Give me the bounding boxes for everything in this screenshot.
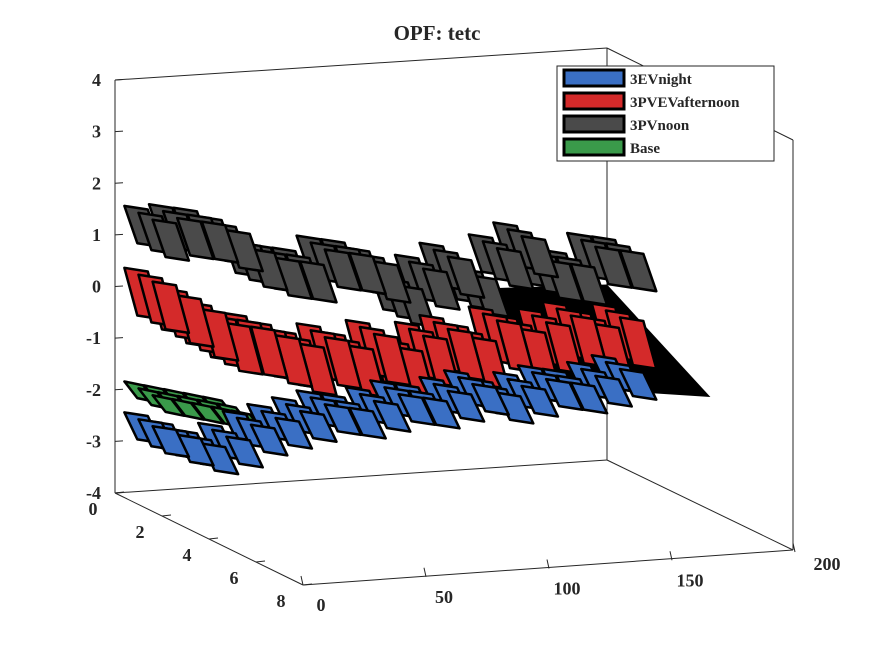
- y-tick-label: 2: [136, 522, 145, 542]
- legend-label-3evnight: 3EVnight: [630, 72, 692, 88]
- z-tick-label: 2: [92, 173, 101, 193]
- z-tick-label: 4: [92, 70, 101, 90]
- surface-tile: [151, 280, 191, 335]
- legend-swatch-3pvnoon: [562, 114, 626, 134]
- x-axis-line: [302, 549, 794, 586]
- surface-tile: [520, 384, 560, 418]
- x-tick-label: 200: [814, 554, 841, 574]
- surface-tile: [225, 435, 264, 469]
- z-tick-mark: [114, 182, 124, 184]
- y-tick-mark: [208, 537, 219, 540]
- y-tick-mark: [255, 560, 266, 563]
- surface-3pvnoon: [123, 203, 658, 328]
- surface-tile: [594, 374, 633, 408]
- surface-tile: [618, 316, 658, 370]
- z-tick-mark: [114, 79, 124, 81]
- z-tick-mark: [114, 130, 124, 133]
- legend-label-base: Base: [630, 141, 660, 157]
- x-tick-mark: [792, 542, 796, 553]
- surface-tile: [151, 218, 191, 262]
- legend: 3EVnight 3PVEVafternoon 3PVnoon Base: [556, 65, 775, 162]
- surface-tile: [323, 248, 363, 292]
- z-tick-label: -3: [86, 431, 101, 451]
- z-tick-label: 1: [92, 225, 101, 245]
- surface-tile: [323, 403, 363, 437]
- x-tick-mark: [300, 575, 304, 586]
- z-tick-label: -4: [86, 483, 101, 503]
- legend-swatch-3pvevafternoon: [562, 91, 626, 111]
- surface-tile: [397, 392, 437, 427]
- right-bottom-edge: [606, 459, 794, 551]
- surface-tile: [421, 267, 461, 311]
- surface-tile: [544, 377, 584, 411]
- z-tick-mark: [114, 337, 124, 339]
- surface-tile: [594, 245, 633, 289]
- back-bottom-edge: [114, 459, 608, 494]
- surface-tile: [471, 382, 510, 416]
- legend-label-3pvevafternoon: 3PVEVafternoon: [630, 95, 740, 111]
- surface-tile: [446, 389, 486, 423]
- legend-swatch-base: [562, 137, 626, 157]
- x-tick-label: 0: [317, 595, 326, 615]
- y-tick-label: 0: [89, 499, 98, 519]
- surfaces: [123, 203, 711, 476]
- y-tick-label: 8: [277, 591, 286, 611]
- surface-3evnight: [123, 354, 658, 476]
- surface-tile: [618, 367, 658, 401]
- y-tick-mark: [114, 491, 125, 494]
- y-tick-mark: [161, 514, 172, 517]
- surface-tile: [446, 255, 486, 299]
- z-tick-label: -1: [86, 328, 101, 348]
- surface-tile: [520, 235, 560, 279]
- z-tick-mark: [114, 440, 124, 442]
- surface-tile: [249, 423, 289, 457]
- x-tick-mark: [423, 567, 427, 577]
- surface-tile: [495, 246, 535, 291]
- x-tick-mark: [669, 551, 673, 561]
- y-tick-label: 4: [183, 545, 192, 565]
- legend-label-3pvnoon: 3PVnoon: [630, 118, 690, 134]
- surface-tile: [274, 416, 314, 450]
- back-top-edge: [114, 47, 608, 81]
- z-tick-label: 3: [92, 122, 101, 142]
- surface-tile: [372, 399, 412, 433]
- x-tick-label: 150: [677, 570, 704, 590]
- z-tick-mark: [114, 233, 124, 236]
- legend-swatch-3evnight: [562, 68, 626, 88]
- surface-3pvevafternoon: [123, 266, 658, 401]
- x-tick-label: 100: [554, 579, 581, 599]
- z-tick-label: -2: [86, 380, 101, 400]
- y-tick-mark: [302, 583, 313, 586]
- y-tick-label: 6: [230, 568, 239, 588]
- surface-tile: [175, 216, 215, 261]
- surface-tile: [151, 393, 186, 418]
- surface-tile: [151, 424, 191, 459]
- chart-title: OPF: tetc: [394, 21, 481, 45]
- z-tick-label: 0: [92, 277, 101, 297]
- x-tick-mark: [546, 559, 550, 569]
- z-tick-mark: [114, 388, 124, 391]
- surface-tile: [249, 248, 289, 292]
- x-tick-label: 50: [435, 587, 453, 607]
- z-tick-mark: [114, 285, 124, 287]
- surface-tile: [298, 409, 338, 443]
